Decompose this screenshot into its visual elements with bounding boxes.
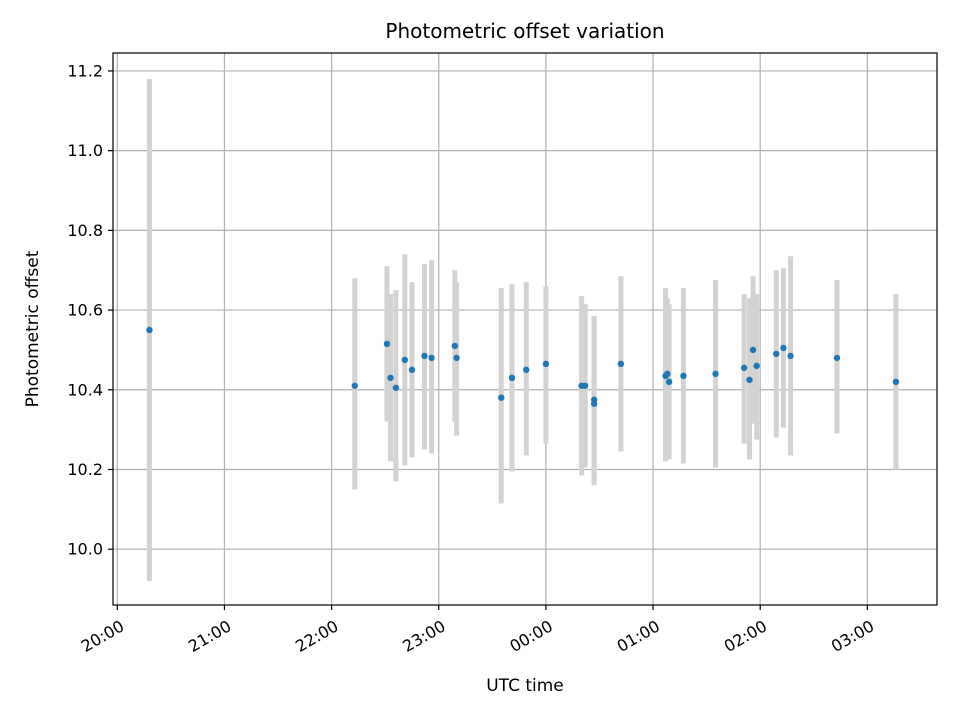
y-tick-label: 10.4 [67, 380, 103, 399]
data-point [542, 360, 550, 368]
y-tick-label: 10.6 [67, 301, 103, 320]
data-point [892, 378, 900, 386]
data-point [392, 384, 400, 391]
x-tick-label: 00:00 [506, 616, 555, 656]
point-layer [146, 326, 900, 407]
x-tick-label: 22:00 [292, 616, 341, 656]
data-point [746, 376, 753, 384]
data-point [749, 346, 757, 354]
data-point [421, 352, 428, 360]
x-axis-title: UTC time [486, 676, 564, 696]
y-tick-label: 10.2 [67, 460, 103, 479]
data-point [453, 354, 460, 362]
y-tick-label: 11.0 [67, 141, 103, 160]
y-tick-label: 11.2 [67, 61, 103, 80]
x-tick-label: 23:00 [399, 616, 448, 656]
data-point [590, 396, 598, 403]
data-point [498, 394, 505, 401]
y-tick-label: 10.8 [67, 221, 103, 240]
x-tick-label: 02:00 [721, 616, 770, 656]
data-point [451, 342, 459, 350]
data-point [428, 354, 435, 362]
errorbar-layer [146, 78, 899, 582]
data-point [146, 326, 153, 334]
data-point [617, 360, 625, 368]
data-point [780, 344, 787, 352]
plot-frame [112, 52, 938, 606]
data-point [508, 374, 516, 382]
data-point [351, 382, 359, 389]
data-point [740, 364, 748, 372]
data-point [664, 370, 671, 378]
x-tick-label: 21:00 [185, 616, 234, 656]
data-point [523, 366, 530, 374]
data-point [680, 372, 687, 380]
data-point [833, 354, 841, 362]
data-point [753, 362, 760, 370]
x-tick-label: 03:00 [828, 616, 877, 656]
data-point [773, 350, 780, 358]
data-point [387, 374, 394, 382]
x-tick-label: 01:00 [614, 616, 663, 656]
y-tick-label: 10.0 [67, 540, 103, 559]
data-point [401, 356, 409, 364]
data-point [712, 370, 719, 378]
data-point [581, 382, 589, 389]
data-point [383, 340, 391, 348]
y-axis-title: Photometric offset [23, 250, 43, 407]
data-point [787, 352, 794, 360]
x-tick-label: 20:00 [78, 616, 127, 656]
data-point [408, 366, 416, 374]
data-point [665, 378, 673, 386]
chart-title: Photometric offset variation [385, 19, 664, 43]
